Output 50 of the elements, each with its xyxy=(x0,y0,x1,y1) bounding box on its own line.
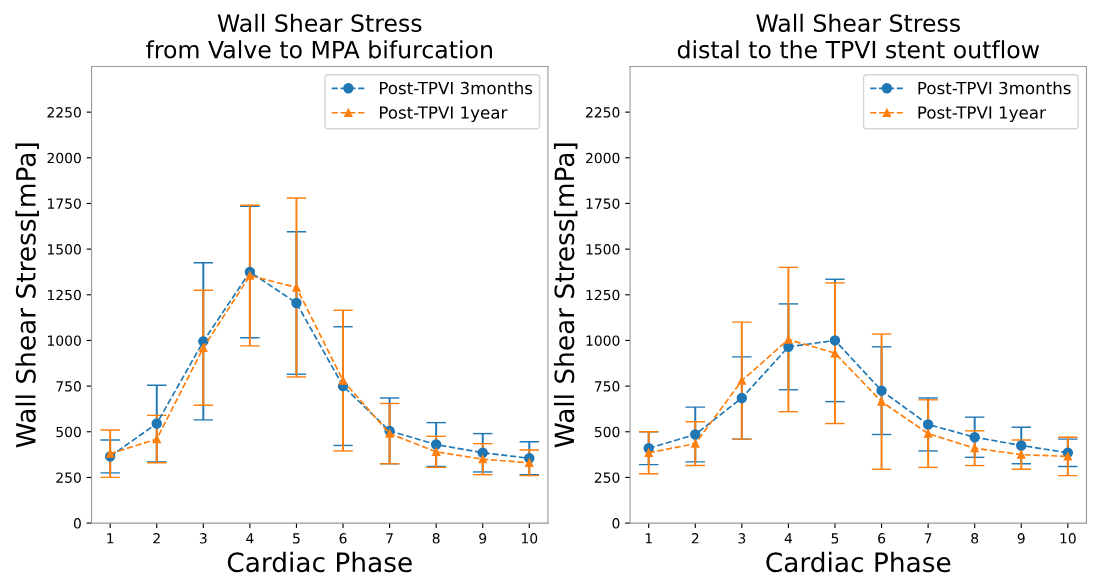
x-tick-label: 9 xyxy=(479,533,487,544)
x-tick-label: 2 xyxy=(691,533,699,544)
y-tick-label: 500 xyxy=(56,426,81,438)
x-tick-label: 1 xyxy=(645,533,652,544)
y-tick-label: 2000 xyxy=(586,152,620,164)
chart-title: Wall Shear Stress distal to the TPVI stent outflow xyxy=(677,13,1040,59)
x-tick-label: 6 xyxy=(339,533,347,544)
y-tick-label: 2250 xyxy=(586,107,620,118)
x-tick-label: 3 xyxy=(199,533,207,544)
y-tick-label: 1250 xyxy=(48,289,81,301)
y-tick-label: 1750 xyxy=(586,198,620,209)
x-tick-label: 6 xyxy=(878,533,886,544)
x-tick-label: 2 xyxy=(153,533,160,544)
chart-title: Wall Shear Stress from Valve to MPA bifurcation xyxy=(146,13,492,59)
y-tick-label: 1500 xyxy=(586,244,620,255)
x-axis-title: Cardiac Phase xyxy=(227,551,412,573)
y-tick-label: 1000 xyxy=(586,335,620,346)
x-tick-label: 3 xyxy=(738,533,746,544)
y-tick-label: 0 xyxy=(73,518,81,529)
y-axis-title: Wall Shear Stress[mPa] xyxy=(553,143,578,448)
legend-label: Post-TPVI 3months xyxy=(379,81,533,95)
x-tick-label: 7 xyxy=(924,533,932,544)
x-tick-label: 1 xyxy=(107,533,114,544)
y-tick-label: 2250 xyxy=(47,107,81,118)
x-tick-label: 8 xyxy=(432,533,440,544)
legend-label: Post-TPVI 3months xyxy=(918,81,1071,95)
y-tick-label: 1500 xyxy=(48,244,81,255)
x-tick-label: 8 xyxy=(971,533,979,544)
x-tick-label: 5 xyxy=(831,533,839,544)
y-tick-label: 0 xyxy=(612,518,620,529)
x-tick-label: 4 xyxy=(246,533,254,544)
legend-label: Post-TPVI 1year xyxy=(918,106,1046,123)
y-tick-label: 1750 xyxy=(48,198,81,209)
x-tick-label: 10 xyxy=(521,533,538,544)
y-tick-label: 1250 xyxy=(586,289,620,301)
y-tick-label: 500 xyxy=(594,426,620,438)
x-tick-label: 5 xyxy=(293,533,300,544)
x-tick-label: 9 xyxy=(1017,533,1025,544)
legend-label: Post-TPVI 1year xyxy=(379,106,508,123)
y-tick-label: 250 xyxy=(56,472,81,483)
x-axis-title: Cardiac Phase xyxy=(766,551,951,573)
y-tick-label: 250 xyxy=(594,472,620,483)
x-tick-label: 4 xyxy=(784,533,793,544)
y-tick-label: 750 xyxy=(56,381,81,392)
y-tick-label: 1000 xyxy=(48,335,81,346)
y-axis-title: Wall Shear Stress[mPa] xyxy=(15,143,39,448)
x-tick-label: 7 xyxy=(386,533,393,544)
x-tick-label: 10 xyxy=(1060,533,1076,544)
y-tick-label: 750 xyxy=(594,381,620,392)
y-tick-label: 2000 xyxy=(47,152,81,164)
